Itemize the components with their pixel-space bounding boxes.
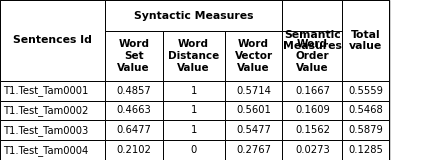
Text: T1.Test_Tam0003: T1.Test_Tam0003 — [3, 125, 89, 136]
Text: T1.Test_Tam0004: T1.Test_Tam0004 — [3, 145, 89, 156]
Text: 0.2767: 0.2767 — [236, 145, 271, 155]
Bar — [225, 140, 282, 160]
Bar — [225, 120, 282, 140]
Text: 0.5477: 0.5477 — [236, 125, 271, 135]
Text: 0.1562: 0.1562 — [295, 125, 330, 135]
Bar — [282, 81, 342, 101]
Bar — [105, 31, 163, 81]
Bar — [105, 140, 163, 160]
Text: 0.1609: 0.1609 — [295, 105, 330, 116]
Bar — [163, 140, 225, 160]
Text: 0.5559: 0.5559 — [348, 86, 383, 96]
Text: 0.4857: 0.4857 — [116, 86, 151, 96]
Text: Word
Order
Value: Word Order Value — [296, 39, 329, 73]
Bar — [342, 0, 389, 81]
Text: 0.1285: 0.1285 — [348, 145, 383, 155]
Text: 0.5879: 0.5879 — [348, 125, 383, 135]
Text: Total
value: Total value — [349, 30, 383, 51]
Bar — [0, 101, 105, 120]
Bar — [105, 120, 163, 140]
Text: 0.0273: 0.0273 — [295, 145, 330, 155]
Text: T1.Test_Tam0002: T1.Test_Tam0002 — [3, 105, 89, 116]
Text: 0.6477: 0.6477 — [116, 125, 151, 135]
Bar — [282, 120, 342, 140]
Text: Word
Set
Value: Word Set Value — [117, 39, 150, 73]
Text: 0.5714: 0.5714 — [236, 86, 271, 96]
Text: Semantic
Measures: Semantic Measures — [283, 30, 342, 51]
Bar — [282, 140, 342, 160]
Bar — [163, 81, 225, 101]
Bar — [0, 140, 105, 160]
Bar — [0, 120, 105, 140]
Text: Word
Vector
Value: Word Vector Value — [235, 39, 273, 73]
Bar — [163, 101, 225, 120]
Bar — [105, 0, 282, 31]
Text: 0.1667: 0.1667 — [295, 86, 330, 96]
Text: 0.4663: 0.4663 — [116, 105, 151, 116]
Text: 0.5468: 0.5468 — [348, 105, 383, 116]
Bar — [282, 0, 342, 81]
Bar — [163, 31, 225, 81]
Bar — [342, 101, 389, 120]
Bar — [342, 120, 389, 140]
Text: 0: 0 — [190, 145, 197, 155]
Text: 0.5601: 0.5601 — [236, 105, 271, 116]
Bar — [105, 101, 163, 120]
Text: 1: 1 — [190, 125, 197, 135]
Bar — [0, 0, 105, 81]
Text: 0.2102: 0.2102 — [116, 145, 151, 155]
Text: T1.Test_Tam0001: T1.Test_Tam0001 — [3, 85, 89, 96]
Bar — [342, 81, 389, 101]
Bar — [225, 31, 282, 81]
Bar — [342, 140, 389, 160]
Bar — [282, 101, 342, 120]
Text: 1: 1 — [190, 105, 197, 116]
Text: Word
Distance
Value: Word Distance Value — [168, 39, 219, 73]
Text: Sentences Id: Sentences Id — [13, 35, 92, 45]
Bar — [225, 81, 282, 101]
Bar — [105, 81, 163, 101]
Text: 1: 1 — [190, 86, 197, 96]
Bar — [225, 101, 282, 120]
Bar — [0, 81, 105, 101]
Bar — [163, 120, 225, 140]
Text: Syntactic Measures: Syntactic Measures — [134, 11, 253, 21]
